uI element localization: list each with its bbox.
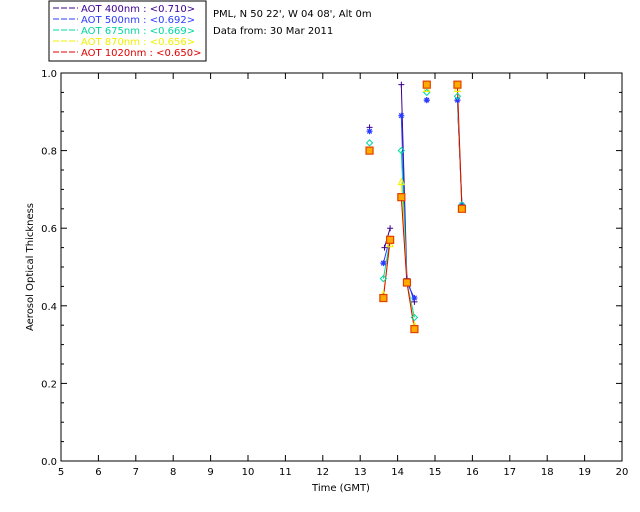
site-label: PML, N 50 22', W 04 08', Alt 0m [213,9,372,20]
x-tick-label: 8 [170,467,176,478]
x-tick-label: 18 [541,467,554,478]
x-tick-label: 7 [133,467,139,478]
x-tick-label: 16 [466,467,479,478]
diamond-marker [365,139,374,147]
triangle-marker [397,177,406,186]
square-marker [453,80,462,89]
square-marker [410,324,419,334]
asterisk-marker [411,295,418,302]
plot-frame [60,72,623,462]
diamond-marker [379,274,388,283]
y-tick-label: 0.0 [41,457,57,468]
series-lines [382,84,463,330]
x-tick-label: 17 [503,467,516,478]
x-axis-title: Time (GMT) [311,483,370,494]
x-tick-label: 20 [616,467,629,478]
square-marker [397,193,406,202]
legend-entry: AOT 675nm : <0.669> [81,26,195,37]
diamond-marker [410,313,419,322]
x-tick-label: 5 [58,467,64,478]
square-marker [386,235,395,244]
legend-entry: AOT 1020nm : <0.650> [81,48,201,59]
asterisk-marker [380,260,387,267]
legend-entry: AOT 400nm : <0.710> [81,4,195,15]
asterisk-marker [366,128,373,135]
square-marker [365,146,374,155]
date-label: Data from: 30 Mar 2011 [213,26,333,37]
asterisk-marker [454,97,461,104]
series-line [456,84,463,209]
square-marker [379,293,388,303]
square-marker [422,80,431,89]
diamond-marker [453,92,462,100]
x-tick-label: 6 [95,467,101,478]
legend-entry: AOT 870nm : <0.656> [81,37,195,48]
x-tick-label: 10 [242,467,255,478]
y-tick-label: 0.2 [41,379,57,390]
plus-marker [398,81,405,88]
legend-box [48,0,207,62]
series-markers [365,80,467,334]
legend: AOT 400nm : <0.710>AOT 500nm : <0.692>AO… [48,0,207,62]
y-tick-label: 0.8 [41,147,57,158]
axis-ticks: 5 6 7 8 9 10 11 12 13 14 15 16 17 18 19 20 0.0 0.2 0.4 0.6 0… [41,69,628,478]
series-line [382,239,391,299]
y-tick-label: 0.6 [41,224,57,235]
diamond-marker [397,146,406,155]
legend-entry: AOT 500nm : <0.692> [81,15,195,26]
plus-marker [381,244,388,251]
x-tick-label: 12 [316,467,329,478]
asterisk-marker [423,97,430,104]
plus-marker [387,225,394,232]
x-tick-label: 11 [279,467,292,478]
x-tick-label: 13 [354,467,367,478]
square-marker [402,278,412,287]
x-tick-label: 19 [578,467,591,478]
asterisk-marker [398,112,405,119]
y-tick-label: 1.0 [41,69,57,80]
y-axis-title: Aerosol Optical Thickness [25,203,36,331]
square-marker [457,204,467,213]
x-tick-label: 9 [207,467,213,478]
y-tick-label: 0.4 [41,302,57,313]
x-tick-label: 14 [391,467,404,478]
x-tick-label: 15 [429,467,442,478]
